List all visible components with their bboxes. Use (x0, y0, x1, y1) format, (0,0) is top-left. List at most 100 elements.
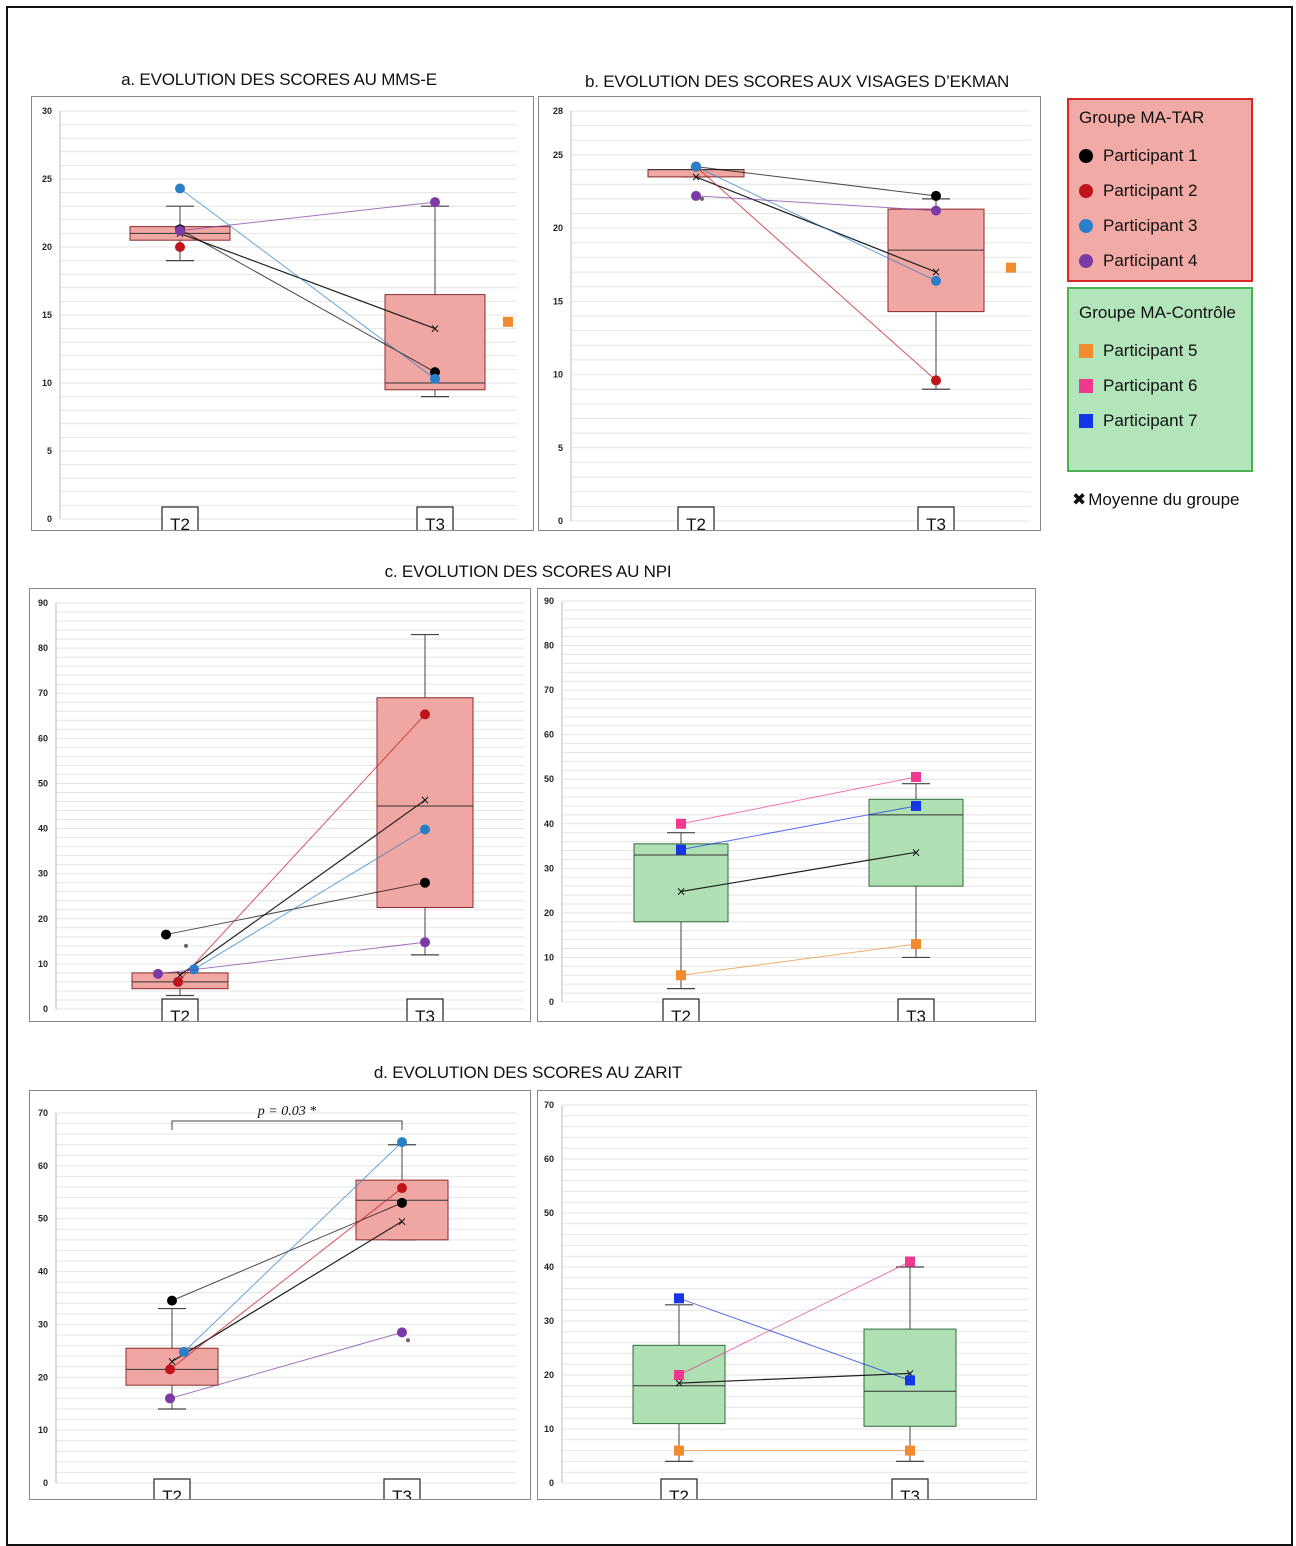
y-tick-label: 90 (544, 596, 554, 606)
participant-line (680, 776, 917, 825)
participant-line (695, 166, 937, 197)
data-point (420, 709, 430, 720)
mean-marker: × (905, 1366, 915, 1380)
x-category-box (677, 506, 715, 530)
data-point-square (905, 1445, 915, 1456)
legend-label: Participant 5 (1103, 340, 1198, 360)
data-point (161, 929, 171, 940)
y-tick-label: 28 (553, 106, 563, 116)
mean-line (179, 799, 426, 976)
y-tick-label: 10 (42, 378, 52, 388)
chart-panel-zarit-tar: 0 10 20 30 40 50 60 70 × × T2 T3 p = 0.03 * (29, 1090, 531, 1500)
legend-label: Participant 6 (1103, 375, 1198, 395)
participant-3-marker (1079, 218, 1093, 233)
data-point (691, 190, 701, 201)
x-category-label: T2 (170, 1007, 190, 1021)
significance-bracket (171, 1120, 403, 1130)
legend-label: Participant 2 (1103, 180, 1198, 200)
data-point-square (676, 844, 686, 855)
data-point (931, 275, 941, 286)
chart-svg-npi_control: 0 10 20 30 40 50 60 70 80 90 × × T2 T3 (544, 596, 1032, 1021)
mean-marker: × (674, 1376, 684, 1390)
title-mmse: a. EVOLUTION DES SCORES AU MMS-E (121, 70, 437, 89)
y-tick-label: 70 (38, 688, 48, 698)
y-tick-label: 30 (42, 106, 52, 116)
y-tick-label: 0 (47, 514, 52, 524)
legend-tar-group: Groupe MA-TAR Participant 1 Participant … (1067, 98, 1253, 282)
data-point (430, 197, 440, 208)
participant-4-marker (1079, 253, 1093, 268)
y-tick-label: 5 (558, 443, 563, 453)
data-point-square (674, 1445, 684, 1456)
x-category-box (161, 506, 199, 530)
mean-marker: × (167, 1354, 177, 1368)
y-tick-label: 25 (42, 174, 52, 184)
legend-item-participant-5: Participant 5 (1079, 333, 1241, 368)
y-tick-label: 10 (38, 1425, 48, 1435)
y-tick-label: 30 (38, 869, 48, 879)
participant-line (157, 941, 426, 975)
data-point (931, 205, 941, 216)
x-category-label: T3 (926, 515, 946, 530)
y-tick-label: 60 (38, 1161, 48, 1171)
y-tick-label: 20 (553, 223, 563, 233)
data-point-square (674, 1293, 684, 1304)
title-npi: c. EVOLUTION DES SCORES AU NPI (384, 562, 672, 581)
legend-item-participant-2: Participant 2 (1079, 173, 1241, 208)
y-tick-label: 70 (544, 1100, 554, 1110)
legend-label: Participant 4 (1103, 250, 1198, 270)
y-tick-label: 15 (42, 310, 52, 320)
y-tick-label: 60 (38, 733, 48, 743)
participant-line (678, 1297, 911, 1381)
mean-marker: × (691, 170, 701, 184)
data-point (397, 1197, 407, 1208)
legend-label: Participant 3 (1103, 215, 1198, 235)
x-category-box (660, 1478, 698, 1499)
legend-mean-label: Moyenne du groupe (1088, 490, 1240, 509)
participant-line (695, 166, 937, 381)
data-point-square (905, 1375, 915, 1386)
y-tick-label: 70 (38, 1108, 48, 1118)
data-point (175, 225, 185, 236)
outlier-point (184, 943, 188, 948)
participant-line (183, 1141, 403, 1353)
participant-line (193, 829, 426, 970)
y-tick-label: 40 (544, 819, 554, 829)
y-tick-label: 40 (544, 1262, 554, 1272)
data-point (165, 1364, 175, 1375)
y-tick-label: 10 (553, 370, 563, 380)
data-point (165, 1393, 175, 1404)
mean-marker: × (676, 885, 686, 899)
y-tick-label: 50 (38, 1214, 48, 1224)
legend-item-participant-3: Participant 3 (1079, 208, 1241, 243)
data-point (420, 937, 430, 948)
data-point (691, 161, 701, 172)
x-category-box (416, 506, 454, 530)
outlier-point (406, 1338, 410, 1343)
data-point-square (676, 970, 686, 981)
data-point (175, 183, 185, 194)
participant-line (179, 228, 436, 373)
x-category-box (917, 506, 955, 530)
mean-line (680, 851, 917, 893)
y-tick-label: 0 (43, 1004, 48, 1014)
y-tick-label: 20 (544, 1370, 554, 1380)
x-category-label: T3 (392, 1487, 412, 1499)
y-tick-label: 10 (544, 952, 554, 962)
box-T3 (868, 798, 964, 887)
data-point (397, 1327, 407, 1338)
participant-line (695, 195, 937, 212)
y-tick-label: 50 (544, 1208, 554, 1218)
participant-line (695, 166, 937, 282)
data-point-square (911, 800, 921, 811)
data-point-square (905, 1256, 915, 1267)
data-point (397, 1183, 407, 1194)
chart-panel-zarit-control: 0 10 20 30 40 50 60 70 × × T2 T3 (537, 1090, 1037, 1500)
legend-label: Participant 1 (1103, 145, 1198, 165)
chart-svg-npi_tar: 0 10 20 30 40 50 60 70 80 90 × × T2 T3 (38, 598, 524, 1021)
data-point (179, 1346, 189, 1357)
y-tick-label: 0 (549, 997, 554, 1007)
data-point-square (674, 1370, 684, 1380)
data-point (430, 373, 440, 384)
